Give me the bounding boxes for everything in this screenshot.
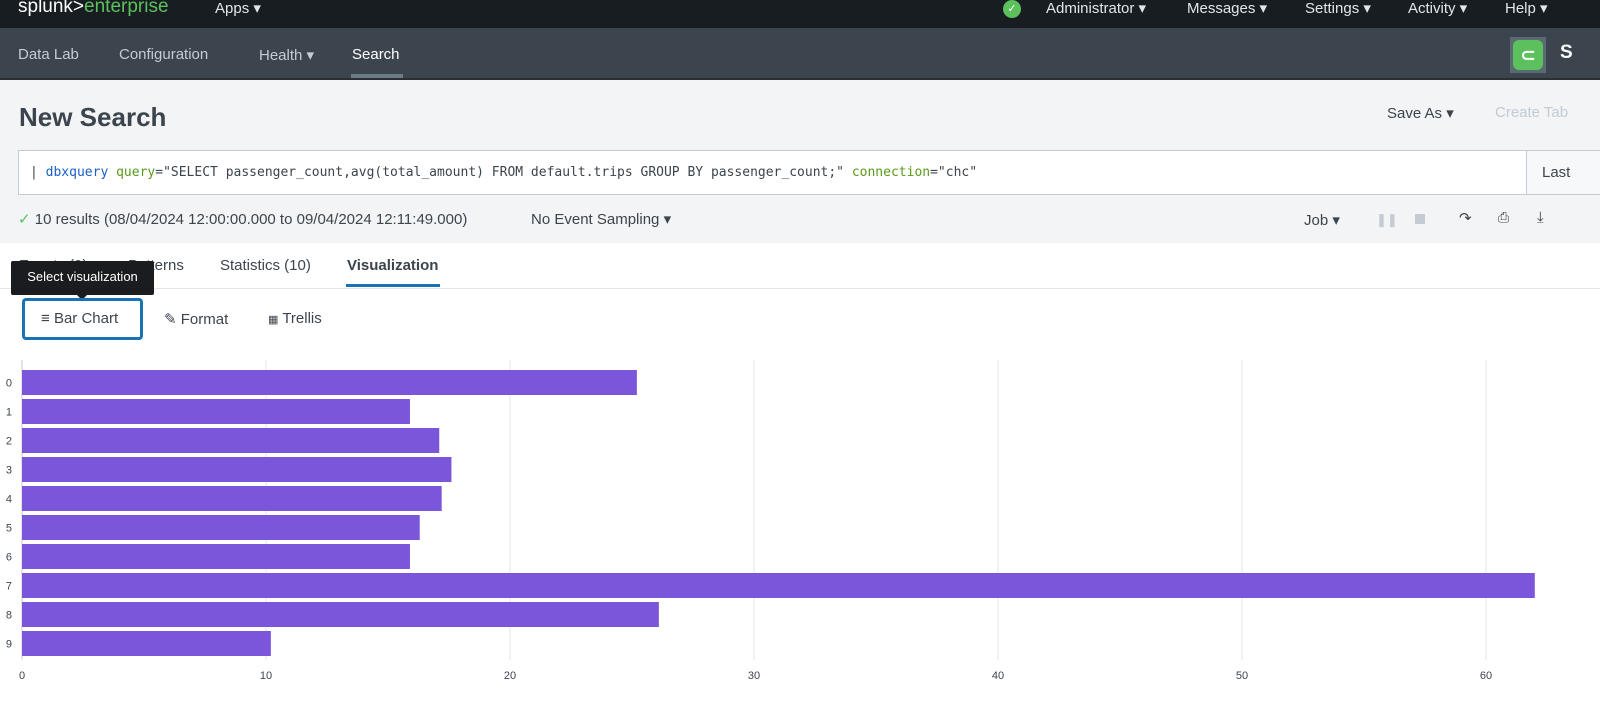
- top-bar: splunk>enterprise Apps ▾ ✓ Administrator…: [0, 0, 1600, 28]
- event-sampling-dropdown[interactable]: No Event Sampling ▾: [531, 211, 672, 228]
- page-title: New Search: [19, 102, 167, 132]
- app-bar: Data Lab Configuration Health ▾ Search ⊂…: [0, 28, 1600, 80]
- time-picker[interactable]: Last: [1526, 150, 1600, 195]
- y-tick-label: 8: [6, 610, 12, 622]
- active-nav-indicator: [351, 74, 403, 78]
- messages-menu[interactable]: Messages ▾: [1187, 0, 1268, 17]
- print-icon[interactable]: ⎙: [1498, 209, 1510, 225]
- results-status: ✓ 10 results (08/04/2024 12:00:00.000 to…: [18, 211, 468, 228]
- administrator-menu[interactable]: Administrator ▾: [1046, 0, 1147, 17]
- tab-divider: [0, 288, 1600, 289]
- help-menu[interactable]: Help ▾: [1505, 0, 1548, 17]
- y-tick-label: 1: [6, 407, 12, 419]
- tab-visualization[interactable]: Visualization: [347, 257, 439, 274]
- bar-8[interactable]: [22, 602, 659, 627]
- splunk-logo[interactable]: splunk>enterprise: [18, 0, 169, 17]
- x-tick-label: 10: [260, 670, 272, 682]
- search-input[interactable]: | dbxquery query="SELECT passenger_count…: [18, 150, 1528, 195]
- x-tick-label: 50: [1236, 670, 1248, 682]
- nav-data-lab[interactable]: Data Lab: [18, 46, 79, 63]
- x-tick-label: 40: [992, 670, 1004, 682]
- save-as-button[interactable]: Save As ▾: [1387, 105, 1454, 122]
- grid-icon: ▦: [268, 314, 279, 326]
- app-label: S: [1560, 42, 1573, 63]
- check-circle-icon[interactable]: ✓: [1003, 0, 1021, 18]
- x-tick-label: 0: [19, 670, 25, 682]
- bar-chart-icon: ≡: [41, 310, 50, 327]
- check-icon: ✓: [18, 211, 31, 228]
- nav-configuration[interactable]: Configuration: [119, 46, 209, 63]
- format-button[interactable]: ✎ Format: [164, 311, 229, 328]
- job-menu[interactable]: Job ▾: [1304, 212, 1340, 229]
- bar-9[interactable]: [22, 631, 271, 656]
- bar-1[interactable]: [22, 399, 410, 424]
- bar-4[interactable]: [22, 486, 442, 511]
- trellis-button[interactable]: ▦ Trellis: [268, 310, 322, 327]
- export-icon[interactable]: ⤓: [1537, 209, 1544, 226]
- plug-icon[interactable]: ⊂: [1510, 37, 1546, 73]
- bar-5[interactable]: [22, 515, 420, 540]
- tab-statistics[interactable]: Statistics (10): [220, 257, 311, 274]
- y-tick-label: 4: [6, 494, 12, 506]
- y-tick-label: 6: [6, 552, 12, 564]
- bar-0[interactable]: [22, 370, 637, 395]
- tooltip: Select visualization: [11, 261, 154, 300]
- x-tick-label: 30: [748, 670, 760, 682]
- y-tick-label: 3: [6, 465, 12, 477]
- nav-health[interactable]: Health ▾: [259, 47, 315, 64]
- bar-chart-button[interactable]: ≡ Bar Chart: [22, 298, 143, 340]
- stop-icon[interactable]: [1415, 214, 1425, 224]
- pencil-icon: ✎: [164, 311, 177, 328]
- activity-menu[interactable]: Activity ▾: [1408, 0, 1468, 17]
- pause-icon[interactable]: ❚❚: [1376, 212, 1398, 227]
- y-tick-label: 0: [6, 378, 12, 390]
- nav-search[interactable]: Search: [352, 46, 400, 63]
- y-tick-label: 9: [6, 639, 12, 651]
- y-tick-label: 2: [6, 436, 12, 448]
- x-tick-label: 60: [1480, 670, 1492, 682]
- bar-chart: 0 1 2 3 4 5 6 7 8 9 0 10 20 30 40 50 60: [6, 360, 1535, 682]
- bar-3[interactable]: [22, 457, 452, 482]
- settings-menu[interactable]: Settings ▾: [1305, 0, 1371, 17]
- share-icon[interactable]: ↷: [1459, 210, 1472, 227]
- active-tab-indicator: [346, 284, 440, 287]
- bar-6[interactable]: [22, 544, 410, 569]
- bar-7[interactable]: [22, 573, 1535, 598]
- y-tick-label: 5: [6, 523, 12, 535]
- x-tick-label: 20: [504, 670, 516, 682]
- apps-menu[interactable]: Apps ▾: [215, 0, 261, 17]
- bar-2[interactable]: [22, 428, 440, 453]
- y-tick-label: 7: [6, 581, 12, 593]
- create-table-button[interactable]: Create Tab: [1495, 104, 1569, 121]
